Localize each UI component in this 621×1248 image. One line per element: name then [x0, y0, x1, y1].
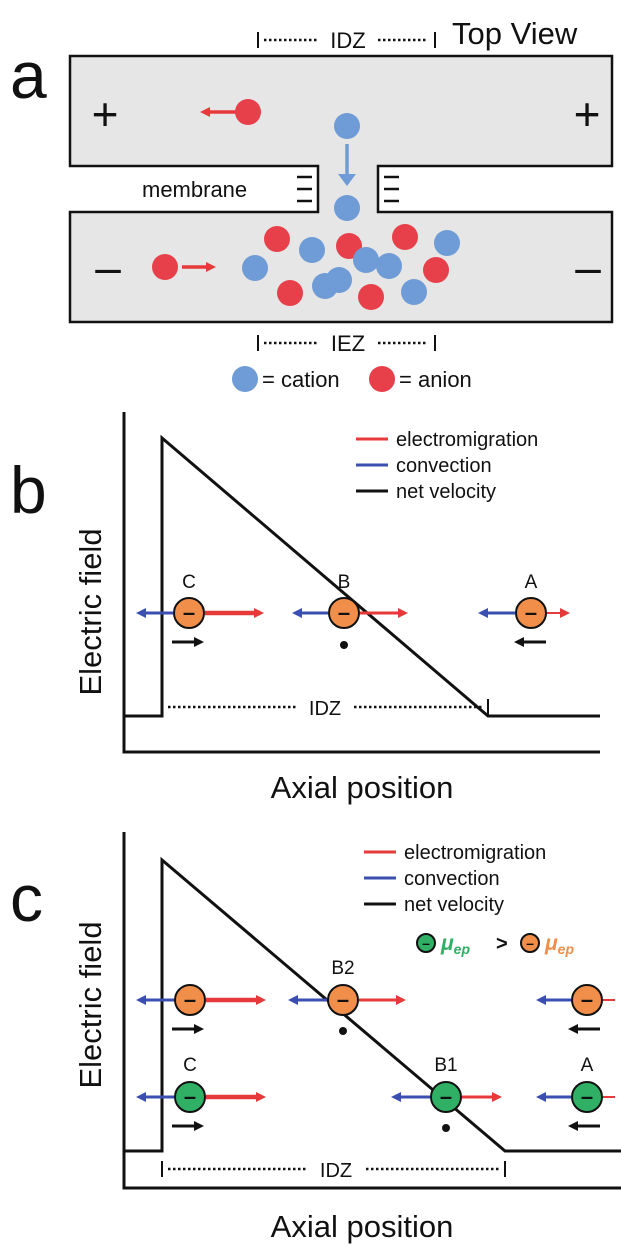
anion-dot: [423, 257, 449, 283]
legend-electromigration: electromigration: [404, 842, 546, 864]
cation-dot: [242, 255, 268, 281]
ion-legend: = cation = anion: [232, 366, 472, 392]
legend-electromigration: electromigration: [396, 429, 538, 451]
ion-label-a: A: [525, 572, 538, 593]
ion-sign: –: [525, 600, 537, 625]
anion-dot: [264, 226, 290, 252]
mu-green: μep: [440, 932, 470, 957]
panel-c-field-profile: [124, 856, 621, 1153]
anion-dot: [392, 224, 418, 250]
cation-dot: [334, 113, 360, 139]
anion-dot: [235, 99, 261, 125]
ion-sign: –: [338, 600, 350, 625]
anion-dot: [277, 280, 303, 306]
ion-a-green: A –: [536, 1055, 615, 1131]
arrow-icon: [338, 174, 356, 186]
ion-a: A –: [478, 572, 570, 647]
cation-dot: [232, 366, 258, 392]
membrane-tick-icon: [297, 175, 399, 203]
greater-than: >: [496, 933, 508, 955]
panel-b: b Electric field Axial position electrom…: [10, 412, 600, 805]
panel-b-field-profile: [124, 434, 600, 718]
cation-dot: [434, 230, 460, 256]
ion-b: B –: [292, 572, 408, 649]
legend-convection: convection: [396, 455, 492, 477]
channel: [68, 54, 614, 324]
ion-b2: B2 –: [288, 958, 406, 1035]
legend-anion: = anion: [399, 367, 472, 392]
legend-net-velocity: net velocity: [404, 894, 504, 916]
ion-sign: –: [526, 935, 534, 951]
ion-sign: –: [183, 600, 195, 625]
cation-dot: [312, 273, 338, 299]
panel-b-idz-bracket: IDZ: [161, 698, 489, 720]
cation-dot: [299, 237, 325, 263]
iez-bracket: IEZ: [257, 331, 436, 356]
iez-label: IEZ: [331, 331, 365, 356]
anion-dot: [152, 254, 178, 280]
ion-sign: –: [440, 1084, 452, 1109]
ion-label-b1: B1: [434, 1055, 457, 1076]
cation-dot: [376, 253, 402, 279]
ion-label-b2: B2: [331, 958, 354, 979]
panel-c-ylabel: Electric field: [73, 921, 108, 1088]
orange-ion-icon: [520, 933, 540, 953]
cation-dot: [401, 279, 427, 305]
panel-a-title: Top View: [452, 16, 578, 51]
membrane-label: membrane: [142, 177, 247, 202]
panel-a: a Top View IDZ membrane + + – –: [10, 16, 614, 392]
ion-label-b: B: [338, 572, 351, 593]
panel-a-letter: a: [10, 38, 47, 112]
cathode-left: –: [95, 241, 121, 293]
ion-sign: –: [184, 987, 196, 1012]
anion-dot: [369, 366, 395, 392]
panel-b-letter: b: [10, 453, 47, 527]
ion-label-c: C: [183, 1055, 197, 1076]
ion-label-a: A: [581, 1055, 594, 1076]
ion-label-c: C: [182, 572, 196, 593]
panel-c-letter: c: [10, 861, 43, 935]
cathode-right: –: [575, 241, 601, 293]
panel-c-idz-bracket: IDZ: [161, 1160, 506, 1182]
ion-sign: –: [581, 987, 593, 1012]
ion-a-orange: –: [536, 984, 615, 1034]
panel-b-ylabel: Electric field: [73, 528, 108, 695]
panel-c: c Electric field Axial position electrom…: [10, 832, 621, 1244]
ion-c: C –: [136, 572, 264, 647]
panel-c-legend: electromigration convection net velocity: [364, 842, 546, 916]
panel-b-xlabel: Axial position: [271, 770, 454, 805]
legend-convection: convection: [404, 868, 500, 890]
cation-dot: [353, 247, 379, 273]
ion-sign: –: [581, 1084, 593, 1109]
panel-c-idz-label: IDZ: [320, 1160, 352, 1182]
ion-sign: –: [337, 987, 349, 1012]
ion-sign: –: [422, 935, 430, 951]
panel-b-legend: electromigration convection net velocity: [356, 429, 538, 503]
mobility-comparison: – μep > – μep: [416, 932, 574, 957]
panel-c-xlabel: Axial position: [271, 1209, 454, 1244]
panel-b-axes: [122, 412, 600, 754]
ion-c-green: C –: [136, 1055, 266, 1131]
mu-orange: μep: [544, 932, 574, 957]
net-zero-dot: [339, 1027, 347, 1035]
cation-dot: [334, 195, 360, 221]
panel-c-axes: [122, 832, 621, 1190]
panel-b-idz-label: IDZ: [309, 698, 341, 720]
anode-right: +: [574, 88, 601, 140]
legend-net-velocity: net velocity: [396, 481, 496, 503]
ion-cloud: [242, 224, 460, 310]
idz-bracket: IDZ: [257, 28, 436, 53]
ion-c-orange: –: [136, 984, 266, 1034]
anode-left: +: [92, 88, 119, 140]
idz-label: IDZ: [330, 28, 365, 53]
green-ion-icon: [416, 933, 436, 953]
anion-dot: [358, 284, 384, 310]
net-zero-dot: [340, 641, 348, 649]
legend-cation: = cation: [262, 367, 340, 392]
ion-sign: –: [184, 1084, 196, 1109]
net-zero-dot: [442, 1124, 450, 1132]
ion-b1: B1 –: [391, 1055, 502, 1132]
